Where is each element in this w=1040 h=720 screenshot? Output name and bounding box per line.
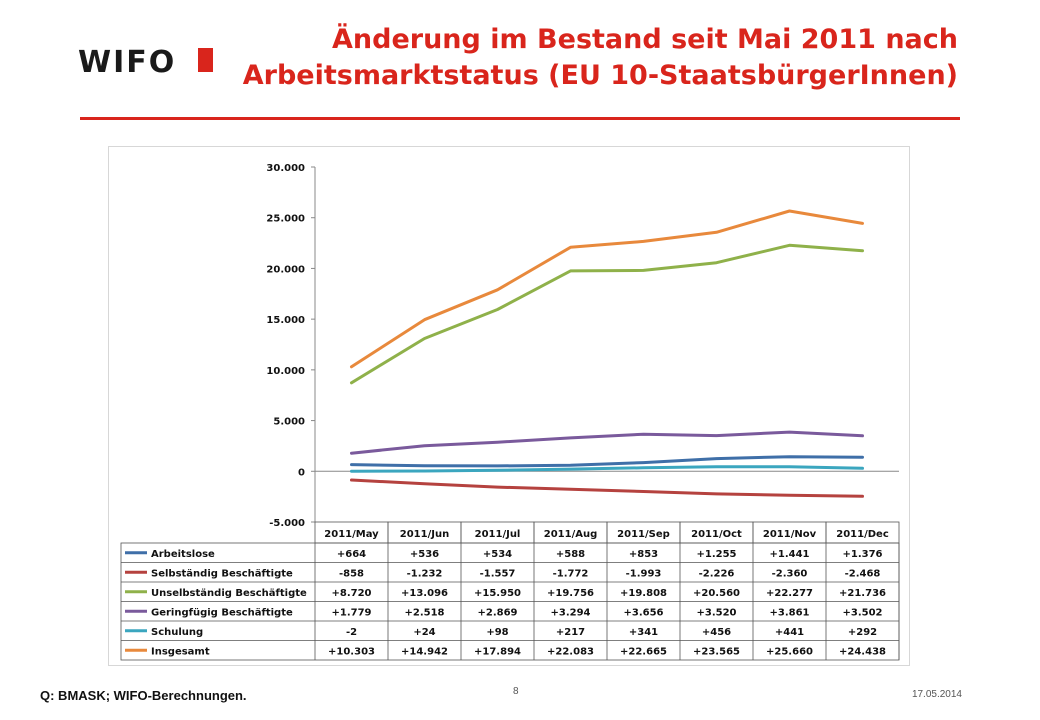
data-label: +19.808 bbox=[620, 588, 667, 599]
legend-label: Insgesamt bbox=[151, 646, 210, 657]
y-tick-label: -5.000 bbox=[269, 518, 305, 529]
data-label: -1.557 bbox=[480, 568, 516, 579]
data-label: +25.660 bbox=[766, 646, 813, 657]
data-label: +8.720 bbox=[331, 588, 371, 599]
data-label: +456 bbox=[702, 627, 731, 638]
data-label: +21.736 bbox=[839, 588, 886, 599]
data-label: +1.255 bbox=[696, 549, 736, 560]
data-label: -2.468 bbox=[845, 568, 881, 579]
page-title: Änderung im Bestand seit Mai 2011 nach A… bbox=[238, 22, 958, 94]
data-label: -1.772 bbox=[553, 568, 589, 579]
y-tick-label: 25.000 bbox=[266, 214, 305, 225]
category-label: 2011/Sep bbox=[617, 529, 670, 540]
chart-frame: -5.000 0 5.000 10.000 15.000 20.000 25.000 30.0… bbox=[108, 146, 910, 666]
series-line bbox=[350, 243, 864, 385]
data-label: +13.096 bbox=[401, 588, 448, 599]
legend-label: Unselbständig Beschäftigte bbox=[151, 588, 307, 599]
data-label: +341 bbox=[629, 627, 658, 638]
data-label: +664 bbox=[337, 549, 366, 560]
data-label: -858 bbox=[339, 568, 364, 579]
data-label: +1.779 bbox=[331, 607, 371, 618]
source-note: Q: BMASK; WIFO-Berechnungen. bbox=[40, 688, 247, 703]
category-label: 2011/Jun bbox=[400, 529, 449, 540]
series-line bbox=[350, 430, 864, 455]
data-label: +853 bbox=[629, 549, 658, 560]
y-tick-label: 0 bbox=[298, 467, 305, 478]
page-title-line-1: Änderung im Bestand seit Mai 2011 nach bbox=[332, 24, 958, 55]
page-title-line-2: Arbeitsmarktstatus (EU 10-StaatsbürgerIn… bbox=[242, 60, 958, 91]
y-tick-label: 5.000 bbox=[273, 417, 305, 428]
y-tick-label: 10.000 bbox=[266, 366, 305, 377]
data-label: +217 bbox=[556, 627, 585, 638]
data-label: +292 bbox=[848, 627, 877, 638]
category-label: 2011/Dec bbox=[836, 529, 889, 540]
data-label: +10.303 bbox=[328, 646, 375, 657]
y-tick-label: 15.000 bbox=[266, 315, 305, 326]
data-label: +1.376 bbox=[842, 549, 882, 560]
legend-label: Schulung bbox=[151, 627, 203, 638]
data-label: +2.869 bbox=[477, 607, 517, 618]
wifo-logo-square bbox=[198, 48, 213, 72]
category-label: 2011/Nov bbox=[763, 529, 817, 540]
data-label: +98 bbox=[486, 627, 508, 638]
data-label: +3.294 bbox=[550, 607, 590, 618]
data-label: +23.565 bbox=[693, 646, 740, 657]
data-label: +3.861 bbox=[769, 607, 809, 618]
series-line bbox=[350, 455, 864, 468]
data-label: +19.756 bbox=[547, 588, 594, 599]
category-label: 2011/Jul bbox=[475, 529, 521, 540]
data-label: +22.083 bbox=[547, 646, 594, 657]
wifo-logo-text: WIFO bbox=[78, 45, 176, 80]
category-label: 2011/Aug bbox=[544, 529, 598, 540]
data-label: +22.665 bbox=[620, 646, 667, 657]
series-line bbox=[350, 209, 864, 369]
data-label: +441 bbox=[775, 627, 804, 638]
data-label: +1.441 bbox=[769, 549, 809, 560]
data-label: +536 bbox=[410, 549, 439, 560]
footer-date: 17.05.2014 bbox=[911, 689, 962, 700]
y-tick-label: 20.000 bbox=[266, 264, 305, 275]
data-label: +24.438 bbox=[839, 646, 886, 657]
data-label: -1.993 bbox=[626, 568, 662, 579]
data-label: -2 bbox=[346, 627, 357, 638]
data-label: +24 bbox=[413, 627, 435, 638]
legend-label: Geringfügig Beschäftigte bbox=[151, 607, 293, 618]
data-label: -2.226 bbox=[699, 568, 735, 579]
wifo-logo: WIFO bbox=[78, 45, 213, 80]
category-label: 2011/Oct bbox=[691, 529, 742, 540]
data-label: +14.942 bbox=[401, 646, 448, 657]
line-chart: -5.000 0 5.000 10.000 15.000 20.000 25.000 30.0… bbox=[120, 163, 900, 661]
data-label: +534 bbox=[483, 549, 512, 560]
data-label: -1.232 bbox=[407, 568, 443, 579]
data-label: +3.520 bbox=[696, 607, 736, 618]
data-label: +3.502 bbox=[842, 607, 882, 618]
data-label: +15.950 bbox=[474, 588, 521, 599]
data-label: +3.656 bbox=[623, 607, 663, 618]
series-line bbox=[350, 478, 864, 498]
y-tick-label: 30.000 bbox=[266, 163, 305, 174]
data-label: +22.277 bbox=[766, 588, 813, 599]
category-label: 2011/May bbox=[324, 529, 379, 540]
data-label: +2.518 bbox=[404, 607, 444, 618]
legend-label: Arbeitslose bbox=[151, 549, 215, 560]
data-label: +588 bbox=[556, 549, 585, 560]
legend-label: Selbständig Beschäftigte bbox=[151, 568, 293, 579]
data-label: -2.360 bbox=[772, 568, 808, 579]
title-divider bbox=[80, 117, 960, 120]
series-line bbox=[350, 465, 864, 473]
data-label: +17.894 bbox=[474, 646, 521, 657]
page-number: 8 bbox=[513, 686, 519, 697]
data-label: +20.560 bbox=[693, 588, 740, 599]
